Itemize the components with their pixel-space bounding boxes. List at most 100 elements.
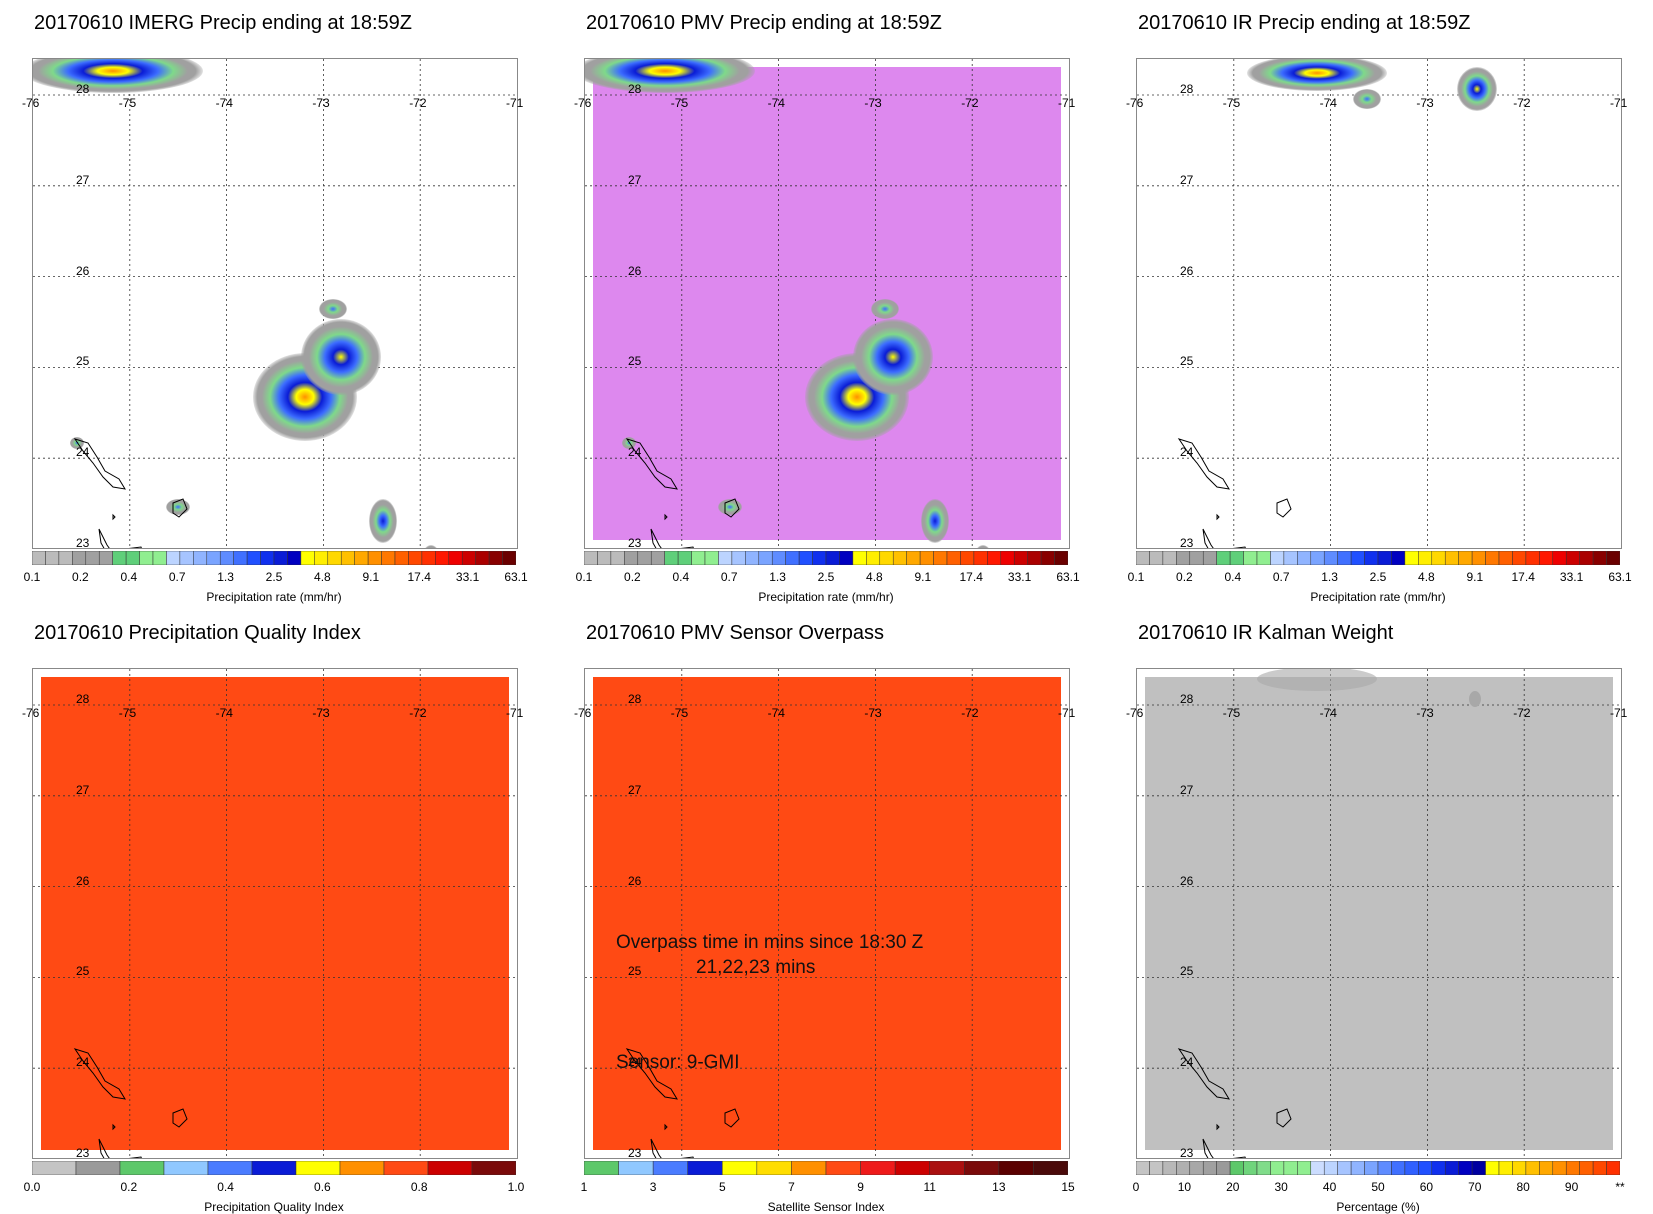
colorbar-swatch	[597, 551, 612, 565]
colorbar-swatch	[860, 1161, 896, 1175]
lat-tick-label: 24	[76, 1055, 90, 1070]
lat-tick-label: 23	[628, 1146, 642, 1160]
colorbar-label: Percentage (%)	[1336, 1200, 1420, 1214]
colorbar-swatch	[435, 551, 450, 565]
map-canvas	[585, 59, 1069, 548]
colorbar-label: Precipitation rate (mm/hr)	[758, 590, 894, 604]
lon-tick-label: -71	[1610, 706, 1628, 720]
map-area	[584, 58, 1070, 549]
lon-tick-label: -72	[961, 96, 979, 110]
coastline	[1202, 528, 1214, 548]
lon-tick-label: -73	[312, 706, 330, 720]
colorbar	[1136, 1161, 1620, 1175]
lon-tick-label: -74	[767, 706, 785, 720]
colorbar-swatch	[1189, 551, 1204, 565]
colorbar-swatch	[339, 1161, 385, 1175]
colorbar-swatch	[251, 1161, 297, 1175]
panel-title: 20170610 Precipitation Quality Index	[34, 622, 361, 644]
colorbar-swatch	[894, 1161, 930, 1175]
colorbar-swatch	[72, 551, 87, 565]
coastline	[128, 546, 142, 548]
colorbar-swatch	[1297, 551, 1312, 565]
colorbar-tick-label: 1.3	[1321, 570, 1338, 584]
colorbar-swatch	[383, 1161, 429, 1175]
lon-tick-label: -73	[864, 706, 882, 720]
lon-tick-label: -75	[118, 706, 137, 720]
colorbar-tick-label: 0.8	[410, 1180, 428, 1194]
colorbar-swatch	[1054, 551, 1068, 565]
lon-tick-label: -75	[1222, 96, 1241, 110]
colorbar-swatch	[906, 551, 921, 565]
colorbar-swatch	[219, 551, 234, 565]
colorbar-swatch	[193, 551, 208, 565]
colorbar-swatches	[32, 1161, 516, 1175]
colorbar-tick-label: 33.1	[1007, 570, 1032, 584]
colorbar-swatch	[1606, 551, 1620, 565]
colorbar-tick-label: 3	[649, 1180, 657, 1194]
map-area	[1136, 668, 1622, 1159]
colorbar-swatch	[722, 1161, 758, 1175]
coastline	[1276, 498, 1292, 518]
colorbar-swatch	[1485, 551, 1500, 565]
lat-tick-label: 24	[1180, 1055, 1194, 1070]
colorbar-swatch	[1297, 1161, 1312, 1175]
panel-title: 20170610 IMERG Precip ending at 18:59Z	[34, 12, 413, 34]
colorbar-swatch	[1337, 551, 1352, 565]
colorbar-swatch	[488, 551, 503, 565]
colorbar	[1136, 551, 1620, 565]
precip-cell	[1353, 89, 1381, 109]
colorbar-swatch	[314, 551, 329, 565]
lon-tick-label: -71	[1058, 706, 1076, 720]
colorbar-swatch	[687, 1161, 723, 1175]
lon-tick-label: -72	[1513, 96, 1531, 110]
colorbar-tick-label: 0	[1132, 1180, 1140, 1194]
colorbar-swatch	[1162, 1161, 1177, 1175]
colorbar-swatch	[327, 551, 342, 565]
colorbar-swatch	[1176, 1161, 1191, 1175]
colorbar-swatch	[1471, 551, 1486, 565]
colorbar-swatch	[1592, 1161, 1607, 1175]
lat-tick-label: 23	[628, 536, 642, 550]
precip-cell	[921, 499, 949, 543]
colorbar-swatch	[1579, 1161, 1594, 1175]
colorbar-tick-label: 9.1	[362, 570, 380, 584]
sensor-label: Sensor: 9-GMI	[616, 1052, 740, 1073]
colorbar-tick-label: 30	[1274, 1180, 1288, 1194]
colorbar-swatch	[1431, 551, 1446, 565]
coastline	[1232, 1156, 1246, 1158]
colorbar-label: Satellite Sensor Index	[767, 1200, 885, 1214]
precip-cell	[70, 437, 84, 449]
panel-title: 20170610 PMV Sensor Overpass	[586, 622, 884, 644]
colorbar-swatch	[933, 551, 948, 565]
colorbar-swatch	[1471, 1161, 1486, 1175]
colorbar-swatch	[791, 1161, 827, 1175]
map-canvas	[1137, 669, 1621, 1158]
colorbar-tick-label: 10	[1177, 1180, 1192, 1194]
coastline	[128, 1156, 142, 1158]
colorbar-swatch	[179, 551, 194, 565]
lat-tick-label: 26	[628, 873, 642, 888]
colorbar-swatch	[1377, 551, 1392, 565]
coastline	[625, 1048, 678, 1100]
colorbar-tick-label: 1.3	[217, 570, 234, 584]
lat-tick-label: 28	[628, 82, 642, 96]
colorbar-swatch	[618, 1161, 654, 1175]
colorbar-swatches	[1136, 551, 1620, 565]
precip-cell	[425, 545, 437, 548]
colorbar-swatch	[771, 551, 786, 565]
colorbar-tick-label: 0.4	[120, 570, 138, 584]
colorbar-tick-label: 0.1	[23, 570, 41, 584]
panel-ir: 20170610 IR Precip ending at 18:59Z -76 -7…	[1104, 0, 1632, 604]
colorbar-swatch	[1323, 551, 1338, 565]
colorbar-swatch	[1404, 551, 1419, 565]
lon-tick-label: -71	[1058, 96, 1076, 110]
colorbar-swatch	[85, 551, 100, 565]
colorbar-swatch	[1283, 1161, 1298, 1175]
coastline	[112, 1123, 116, 1131]
colorbar-tick-label: 15	[1061, 1180, 1075, 1194]
lon-tick-label: -72	[409, 706, 427, 720]
colorbar-swatch	[300, 551, 315, 565]
colorbar-swatch	[1565, 1161, 1580, 1175]
colorbar-tick-label: 17.4	[1511, 570, 1535, 584]
colorbar-tick-label: 1.3	[769, 570, 786, 584]
